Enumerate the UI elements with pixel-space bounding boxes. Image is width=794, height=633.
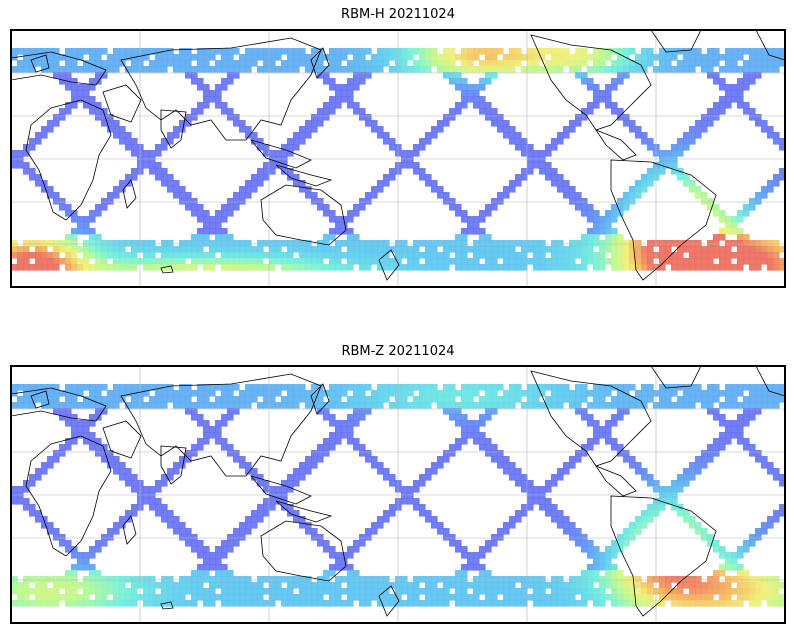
map-border — [11, 366, 785, 623]
coastlines — [11, 30, 785, 281]
panel-title-rbm-h: RBM-H 20211024 — [341, 7, 455, 22]
map-rbm-h — [10, 29, 786, 288]
map-border — [11, 30, 785, 287]
satellite-swaths — [11, 48, 785, 271]
map-rbm-z — [10, 365, 786, 624]
graticule — [11, 30, 785, 287]
panel-title-rbm-z: RBM-Z 20211024 — [341, 344, 455, 359]
graticule — [11, 366, 785, 623]
panel-rbm-h: RBM-H 20211024 — [0, 0, 794, 300]
map-canvas-rbm-h — [11, 30, 785, 287]
map-canvas-rbm-z — [11, 366, 785, 623]
coastlines — [11, 366, 785, 617]
panel-rbm-z: RBM-Z 20211024 — [0, 336, 794, 633]
